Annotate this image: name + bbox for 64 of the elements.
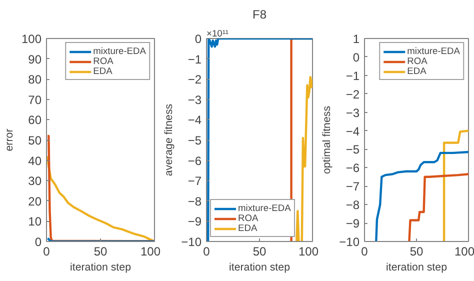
y-tick-label: 0 <box>34 235 42 249</box>
line-series <box>442 130 468 242</box>
y-tick-label: −6 <box>188 154 202 168</box>
y-tick-label: 40 <box>28 154 42 168</box>
x-axis-title: iteration step <box>228 262 290 274</box>
y-tick-label: 80 <box>28 72 42 87</box>
y-axis-title: error <box>3 128 16 152</box>
y-tick-label: −3 <box>346 106 360 120</box>
y-tick-label: 10 <box>28 214 42 229</box>
y-tick-label: −2 <box>346 87 360 102</box>
x-tick-label: 0 <box>43 244 50 258</box>
legend-label: EDA <box>407 66 428 76</box>
y-tick-label: −4 <box>188 113 202 128</box>
y-tick-label: 100 <box>21 32 42 46</box>
y-tick-label: −10 <box>181 235 202 249</box>
y-tick-label: 0 <box>352 50 360 64</box>
line-series <box>206 38 312 242</box>
legend-label: mixture-EDA <box>238 203 291 213</box>
y-tick-label: 90 <box>28 52 42 66</box>
x-tick-label: 100 <box>140 244 161 258</box>
x-tick-label: 0 <box>361 244 368 258</box>
y-tick-label: −2 <box>188 72 202 87</box>
y-tick-label: −7 <box>346 180 360 194</box>
legend-label: mixture-EDA <box>407 46 460 56</box>
x-tick-label: 50 <box>252 244 266 258</box>
x-tick-label: 50 <box>410 244 424 258</box>
legend-label: ROA <box>238 213 258 223</box>
x-axis-title: iteration step <box>386 262 448 274</box>
y-tick-label: −8 <box>188 194 202 208</box>
y-tick-label: −6 <box>346 161 360 176</box>
text: ×10¹¹ <box>206 28 229 38</box>
x-tick-label: 100 <box>454 244 474 258</box>
y-tick-label: −3 <box>188 92 202 107</box>
legend-label: ROA <box>93 56 114 66</box>
y-tick-label: −9 <box>346 216 360 231</box>
y-tick-label: −1 <box>346 68 360 83</box>
x-tick-label: 100 <box>298 244 319 258</box>
y-tick-label: −5 <box>188 134 202 148</box>
y-tick-label: −5 <box>346 142 360 157</box>
y-tick-label: 60 <box>28 113 42 128</box>
legend-label: EDA <box>93 66 114 76</box>
line-series <box>375 150 468 242</box>
y-tick-label: −7 <box>188 174 202 188</box>
line-series <box>408 173 468 242</box>
y-tick-label: 20 <box>28 194 42 208</box>
legend-label: mixture-EDA <box>93 46 146 56</box>
y-tick-label: −10 <box>339 235 360 249</box>
y-tick-label: 30 <box>28 174 42 188</box>
chart-title: F8 <box>252 8 267 22</box>
y-axis-title: optimal fitness <box>321 106 334 174</box>
y-tick-label: −4 <box>346 124 360 138</box>
y-tick-label: 0 <box>194 32 202 46</box>
y-tick-label: 70 <box>28 92 42 107</box>
y-tick-label: 50 <box>28 134 42 148</box>
x-tick-label: 0 <box>203 244 210 258</box>
y-tick-label: −9 <box>188 214 202 229</box>
y-axis-title: average fitness <box>163 104 176 176</box>
y-tick-label: 1 <box>352 32 360 46</box>
legend-label: EDA <box>238 223 258 233</box>
y-tick-label: −8 <box>346 198 360 212</box>
legend-label: ROA <box>407 56 428 66</box>
x-axis-title: iteration step <box>70 262 132 274</box>
x-tick-label: 50 <box>94 244 108 258</box>
y-tick-label: −1 <box>188 52 202 66</box>
